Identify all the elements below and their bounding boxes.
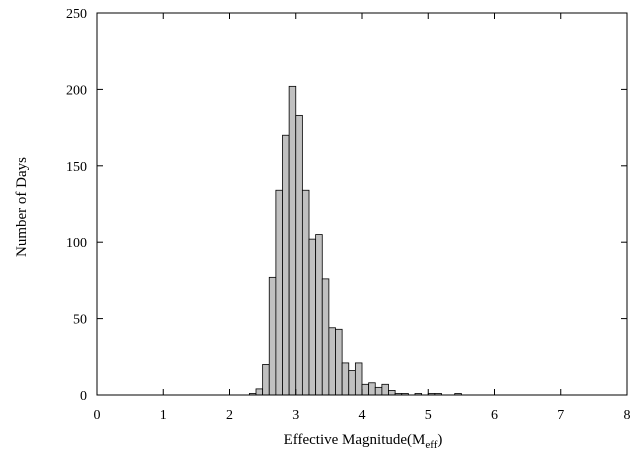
x-tick-label: 8 — [624, 408, 631, 423]
y-tick-label: 150 — [66, 160, 87, 175]
histogram-bar — [388, 390, 396, 396]
x-tick-label: 6 — [491, 408, 498, 423]
histogram-bar — [348, 370, 356, 396]
histogram-bar — [308, 238, 317, 396]
x-axis-title-suffix: ) — [437, 432, 442, 448]
histogram-bar — [295, 114, 303, 396]
histogram-bar — [288, 85, 297, 396]
y-tick-label: 50 — [73, 313, 87, 328]
x-tick-label: 7 — [557, 408, 564, 423]
y-tick-label: 250 — [66, 7, 87, 22]
histogram-bar — [328, 327, 336, 396]
histogram-bar — [262, 364, 270, 396]
histogram-bar — [282, 134, 290, 396]
x-tick-label: 0 — [94, 408, 101, 423]
histogram-bar — [354, 362, 363, 396]
bars-group — [248, 85, 462, 396]
histogram-bar — [301, 189, 310, 396]
y-axis-title: Number of Days — [14, 157, 30, 257]
histogram-bar — [321, 278, 330, 396]
x-tick-label: 3 — [292, 408, 299, 423]
histogram-bar — [268, 276, 277, 396]
x-axis-title: Effective Magnitude(Meff) — [284, 432, 443, 451]
x-axis: 0 1 2 3 4 5 6 7 8 — [94, 13, 631, 423]
histogram-bar — [335, 328, 343, 396]
histogram-bar — [368, 382, 376, 396]
y-tick-label: 200 — [66, 83, 87, 98]
y-tick-label: 100 — [66, 236, 87, 251]
x-tick-label: 5 — [425, 408, 432, 423]
histogram-bar — [374, 386, 383, 396]
y-tick-label: 0 — [80, 389, 87, 404]
x-tick-label: 2 — [226, 408, 233, 423]
histogram-bar — [381, 383, 389, 396]
x-tick-label: 4 — [359, 408, 366, 423]
y-axis: 0 50 100 150 200 250 — [66, 7, 627, 404]
histogram-bar — [315, 234, 323, 396]
x-axis-title-main: Effective Magnitude(M — [284, 432, 426, 448]
plot-frame — [96, 12, 628, 396]
x-axis-title-subscript: eff — [425, 439, 437, 451]
x-tick-label: 1 — [160, 408, 167, 423]
histogram-bar — [341, 362, 350, 396]
histogram-bar — [275, 189, 283, 396]
histogram-bar — [361, 383, 370, 396]
histogram-bar — [255, 388, 264, 396]
